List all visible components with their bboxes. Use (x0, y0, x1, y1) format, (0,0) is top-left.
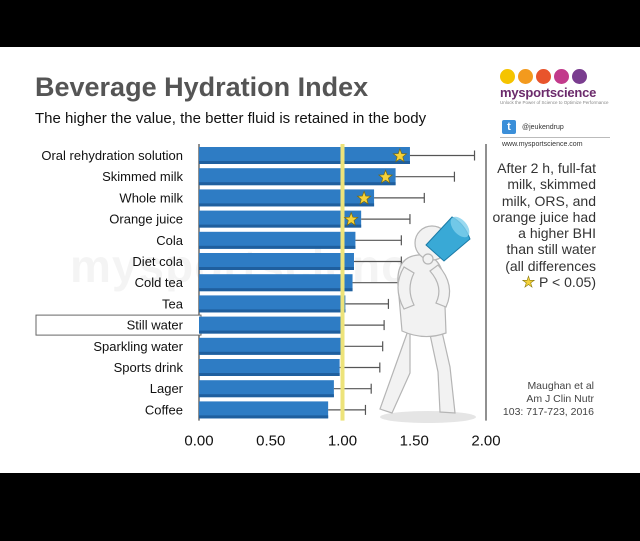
twitter-handle-row[interactable]: t @jeukendrup (502, 120, 564, 134)
logo-dots (500, 69, 610, 84)
bar-shade (199, 267, 354, 270)
bar (199, 359, 340, 376)
reference-line (340, 144, 345, 421)
logo-dot (536, 69, 551, 84)
bar (199, 147, 410, 164)
category-label: Cold tea (135, 275, 184, 290)
significance-star-icon (343, 211, 359, 227)
bar (199, 274, 353, 292)
website-link[interactable]: www.mysportscience.com (502, 141, 583, 148)
brand-divider (500, 137, 610, 138)
x-tick-label: 1.50 (400, 433, 429, 450)
significance-star-icon (392, 148, 408, 163)
bar-shade (199, 373, 340, 376)
slide: mysportscience Beverage Hydration Index … (0, 47, 640, 473)
bar-shade (199, 351, 342, 355)
x-tick-label: 2.00 (471, 433, 500, 450)
star-icon: ★ (521, 274, 536, 292)
bar-shade (199, 288, 353, 292)
bar-shade (199, 394, 334, 398)
bar-chart: Oral rehydration solution Skimmed milk Who… (35, 144, 501, 450)
significance-star-icon (356, 190, 372, 205)
bar-shade (199, 330, 343, 334)
drinking-figure-icon (379, 216, 476, 423)
annotation-pvalue: P < 0.05) (539, 274, 596, 291)
significance-star-icon (377, 169, 394, 184)
bar (199, 380, 334, 398)
category-label: Tea (162, 296, 184, 311)
twitter-icon[interactable]: t (502, 120, 516, 134)
category-label: Still water (127, 318, 184, 333)
brand-logo: mysportscience Unlock the Power of Scien… (500, 69, 610, 105)
bar-shade (199, 161, 410, 164)
bar (199, 168, 396, 186)
logo-dot (518, 69, 533, 84)
x-tick-label: 1.00 (328, 433, 357, 450)
bar-shade (199, 415, 329, 419)
category-label: Sports drink (114, 360, 184, 375)
chart-subtitle: The higher the value, the better fluid i… (35, 110, 427, 127)
category-label: Coffee (145, 402, 183, 417)
bar-shade (199, 224, 362, 228)
annotation-text: After 2 h, full-fat milk, skimmed milk, … (492, 160, 596, 274)
bar (199, 189, 375, 207)
category-label: Sparkling water (93, 339, 183, 354)
bar (199, 253, 354, 270)
category-label: Diet cola (132, 254, 183, 269)
category-label: Cola (156, 233, 184, 248)
category-label: Oral rehydration solution (41, 148, 183, 163)
citation: Maughan et al Am J Clin Nutr 103: 717-72… (502, 380, 594, 418)
category-label: Whole milk (119, 190, 183, 205)
bar (199, 337, 342, 355)
logo-dot (500, 69, 515, 84)
bar-shade (199, 245, 356, 249)
bar (199, 316, 343, 334)
logo-dot (572, 69, 587, 84)
category-label: Skimmed milk (102, 169, 183, 184)
bar (199, 231, 356, 249)
bar (199, 295, 346, 313)
bar (199, 210, 362, 228)
twitter-handle[interactable]: @jeukendrup (522, 123, 564, 131)
logo-dot (554, 69, 569, 84)
brand-tagline: Unlock the Power of Science to Optimize … (500, 100, 609, 105)
brand-name: mysportscience (500, 85, 597, 100)
annotation-note: After 2 h, full-fat milk, skimmed milk, … (488, 160, 596, 291)
x-tick-label: 0.50 (256, 433, 285, 450)
x-tick-label: 0.00 (184, 433, 213, 450)
bar-shade (199, 309, 346, 313)
category-label: Lager (150, 381, 184, 396)
bar (199, 401, 329, 419)
chart-title: Beverage Hydration Index (35, 72, 369, 102)
bar-shade (199, 182, 396, 186)
category-label: Orange juice (109, 212, 183, 227)
bar-shade (199, 203, 375, 207)
